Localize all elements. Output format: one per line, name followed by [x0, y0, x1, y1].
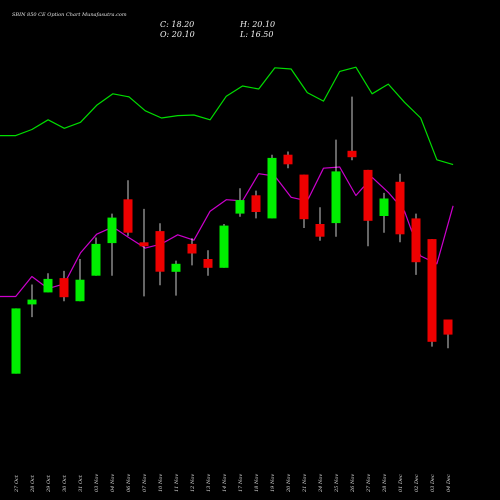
x-tick-label: 20 Nov: [286, 474, 292, 493]
candle-06-nov: [123, 180, 133, 236]
candle-body-down: [315, 224, 325, 237]
candle-body-up: [91, 243, 101, 276]
lower-band-line: [0, 166, 454, 298]
candle-body-up: [235, 200, 245, 214]
candle-body-down: [363, 169, 373, 221]
candle-29-oct: [43, 273, 53, 293]
candle-25-nov: [331, 139, 341, 237]
candle-27-oct: [11, 308, 21, 374]
candle-21-nov: [299, 174, 309, 228]
candle-body-up: [331, 171, 341, 224]
x-tick-label: 27 Nov: [366, 474, 372, 493]
candle-body-down: [299, 174, 309, 220]
x-tick-label: 25 Nov: [334, 474, 340, 493]
candle-07-nov: [139, 208, 149, 297]
x-tick-label: 28 Oct: [30, 474, 36, 493]
candle-24-nov: [315, 207, 325, 241]
candle-20-nov: [283, 151, 293, 169]
x-tick-label: 07 Nov: [142, 474, 148, 492]
candle-body-down: [123, 199, 133, 233]
candle-02-dec: [411, 213, 421, 275]
x-tick-label: 26 Nov: [350, 474, 356, 493]
candle-body-down: [59, 278, 69, 298]
candle-31-oct: [75, 259, 85, 302]
candle-28-oct: [27, 284, 37, 318]
x-tick-label: 10 Nov: [158, 474, 164, 492]
x-tick-label: 27 Oct: [14, 474, 20, 493]
candle-body-down: [347, 150, 357, 158]
open-readout: O: 20.10: [160, 30, 195, 39]
candle-body-down: [283, 154, 293, 165]
candle-body-down: [427, 239, 437, 342]
x-tick-label: 11 Nov: [174, 474, 180, 492]
candle-14-nov: [219, 224, 229, 268]
candle-body-up: [11, 308, 21, 374]
candles-layer: [11, 96, 453, 374]
candle-body-down: [155, 231, 165, 272]
x-tick-label: 04 Dec: [446, 474, 452, 492]
candle-body-up: [43, 278, 53, 293]
x-tick-label: 06 Nov: [126, 474, 132, 492]
candle-28-nov: [379, 192, 389, 233]
candle-04-nov: [107, 213, 117, 276]
candle-body-down: [411, 218, 421, 263]
x-tick-label: 01 Dec: [398, 474, 404, 492]
candle-17-nov: [235, 188, 245, 217]
indicator-bands: [0, 66, 454, 298]
candle-19-nov: [267, 154, 277, 219]
chart-title: SBIN 850 CE Option Chart Munafasutra.com: [12, 12, 127, 18]
upper-band-line: [0, 66, 454, 166]
candle-13-nov: [203, 250, 213, 276]
candle-body-down: [395, 181, 405, 235]
x-tick-label: 29 Oct: [46, 474, 52, 493]
candle-body-up: [27, 299, 37, 305]
candle-body-up: [379, 198, 389, 216]
candle-27-nov: [363, 169, 373, 247]
candle-18-nov: [251, 190, 261, 219]
x-axis: 27 Oct 28 Oct 29 Oct 30 Oct 31 Oct 03 Nov 04 N…: [14, 474, 452, 493]
candle-04-dec: [443, 319, 453, 349]
candle-11-nov: [171, 260, 181, 296]
x-tick-label: 03 Dec: [430, 474, 436, 492]
x-tick-label: 03 Nov: [94, 474, 100, 492]
candle-body-down: [139, 242, 149, 247]
candle-03-dec: [427, 239, 437, 347]
x-tick-label: 31 Oct: [78, 474, 84, 492]
candle-body-down: [443, 319, 453, 335]
close-readout: C: 18.20: [160, 20, 194, 29]
x-tick-label: 14 Nov: [222, 474, 228, 492]
low-readout: L: 16.50: [239, 30, 273, 39]
candle-10-nov: [155, 223, 165, 286]
x-tick-label: 04 Nov: [110, 474, 116, 492]
candle-body-up: [267, 157, 277, 219]
candle-body-down: [187, 243, 197, 254]
x-tick-label: 17 Nov: [238, 474, 244, 492]
x-tick-label: 02 Dec: [414, 474, 420, 492]
candle-30-oct: [59, 270, 69, 302]
candle-body-up: [75, 279, 85, 302]
candle-03-nov: [91, 237, 101, 276]
high-readout: H: 20.10: [239, 20, 275, 29]
x-tick-label: 30 Oct: [62, 474, 68, 492]
x-tick-label: 12 Nov: [190, 474, 196, 492]
x-tick-label: 13 Nov: [206, 474, 212, 492]
candle-12-nov: [187, 238, 197, 266]
candle-body-up: [219, 225, 229, 268]
x-tick-label: 18 Nov: [254, 474, 260, 492]
candle-body-up: [171, 263, 181, 272]
candle-body-up: [107, 217, 117, 244]
candle-body-down: [203, 259, 213, 268]
x-tick-label: 24 Nov: [318, 474, 324, 493]
x-tick-label: 21 Nov: [302, 474, 308, 493]
candle-01-dec: [395, 173, 405, 243]
x-tick-label: 28 Nov: [382, 474, 388, 493]
candle-26-nov: [347, 96, 357, 161]
candle-body-down: [251, 195, 261, 212]
x-tick-label: 19 Nov: [270, 474, 276, 492]
